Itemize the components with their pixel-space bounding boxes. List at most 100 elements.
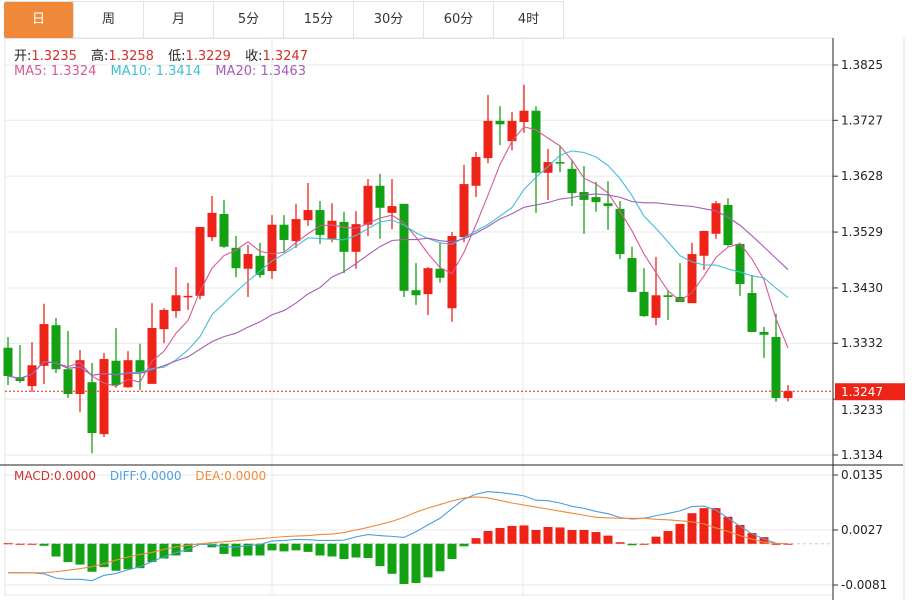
candle <box>171 267 181 318</box>
candle <box>15 344 25 383</box>
candle-body <box>471 156 481 186</box>
macd-bar <box>471 538 481 544</box>
macd-bar <box>387 543 397 574</box>
candle <box>675 263 685 303</box>
candle <box>759 326 769 358</box>
candle <box>459 164 469 243</box>
tab-30min[interactable]: 30分 <box>354 2 424 38</box>
candle-body <box>363 185 373 225</box>
macd-bar <box>687 513 697 544</box>
candle <box>543 149 553 200</box>
macd-bar <box>483 531 493 544</box>
macd-bar <box>279 543 289 552</box>
candle-body <box>267 224 277 272</box>
candle-body <box>783 391 793 398</box>
candle <box>27 342 37 392</box>
tab-60min[interactable]: 60分 <box>424 2 494 38</box>
candle-body <box>579 191 589 200</box>
tab-5min[interactable]: 5分 <box>214 2 284 38</box>
candle-body <box>339 221 349 252</box>
macd-bar <box>435 543 445 572</box>
candle <box>603 181 613 230</box>
candle <box>399 203 409 297</box>
candle <box>615 201 625 260</box>
candle <box>315 201 325 244</box>
macd-bar <box>327 543 337 557</box>
last-price-label: 1.3247 <box>841 385 883 399</box>
diff-line <box>7 490 789 582</box>
candle <box>159 308 169 344</box>
tab-day[interactable]: 日 <box>4 2 74 38</box>
candle <box>135 343 145 391</box>
candle <box>303 182 313 226</box>
candle-body <box>243 254 253 269</box>
candle-body <box>351 224 361 252</box>
candle-body <box>303 210 313 221</box>
candle <box>363 179 373 237</box>
macd-bar <box>759 537 769 544</box>
ma-legend: MA5: 1.3324 MA10: 1.3414 MA20: 1.3463 <box>14 64 316 79</box>
ma10-value: MA10: 1.3414 <box>110 64 202 79</box>
candle-body <box>699 230 709 256</box>
candle <box>687 242 697 304</box>
candle-body <box>231 247 241 269</box>
high-value: 1.3258 <box>108 49 154 64</box>
candle-body <box>27 365 37 387</box>
tab-15min[interactable]: 15分 <box>284 2 354 38</box>
candle <box>327 203 337 243</box>
candle <box>483 94 493 164</box>
candle <box>423 267 433 316</box>
macd-bar <box>531 530 541 544</box>
macd-tick-label: 0.0135 <box>841 468 883 482</box>
candle <box>495 106 505 146</box>
candle-body <box>759 331 769 335</box>
macd-bar <box>159 543 169 559</box>
candle <box>99 352 109 437</box>
candle <box>207 195 217 242</box>
macd-bar <box>735 524 745 544</box>
candle <box>267 215 277 279</box>
candle-body <box>195 226 205 296</box>
candle-body <box>675 296 685 303</box>
candle-body <box>531 110 541 173</box>
candle-body <box>423 268 433 295</box>
candle <box>507 111 517 151</box>
macd-bar <box>231 543 241 557</box>
macd-bar <box>507 525 517 544</box>
candle-body <box>519 110 529 123</box>
candle-body <box>51 325 61 370</box>
low-value: 1.3229 <box>185 49 231 64</box>
candle <box>591 181 601 212</box>
ma20-value: MA20: 1.3463 <box>215 64 306 79</box>
candle <box>351 211 361 269</box>
tab-4hour[interactable]: 4时 <box>494 2 564 38</box>
low-label: 低: <box>168 49 186 64</box>
macd-bar <box>423 543 433 578</box>
candle <box>3 337 13 386</box>
macd-bar <box>243 543 253 556</box>
candle <box>39 303 49 384</box>
candle <box>435 242 445 283</box>
tab-month[interactable]: 月 <box>144 2 214 38</box>
candle-body <box>387 206 397 213</box>
y-tick-label: 1.3825 <box>841 58 883 72</box>
macd-bar <box>3 543 13 545</box>
macd-bar <box>591 532 601 544</box>
open-label: 开: <box>14 49 32 64</box>
open-value: 1.3235 <box>31 49 77 64</box>
candle-body <box>663 295 673 297</box>
candle-body <box>87 382 97 433</box>
ma5-value: MA5: 1.3324 <box>14 64 97 79</box>
candle <box>255 242 265 278</box>
candle <box>291 203 301 248</box>
candle-body <box>603 203 613 207</box>
candle <box>735 242 745 296</box>
y-tick-label: 1.3727 <box>841 113 883 127</box>
macd-bar <box>603 535 613 544</box>
dea-value: DEA:0.0000 <box>195 469 267 483</box>
tab-week[interactable]: 周 <box>74 2 144 38</box>
candle-body <box>411 290 421 296</box>
candle-body <box>495 120 505 125</box>
candle <box>219 199 229 248</box>
